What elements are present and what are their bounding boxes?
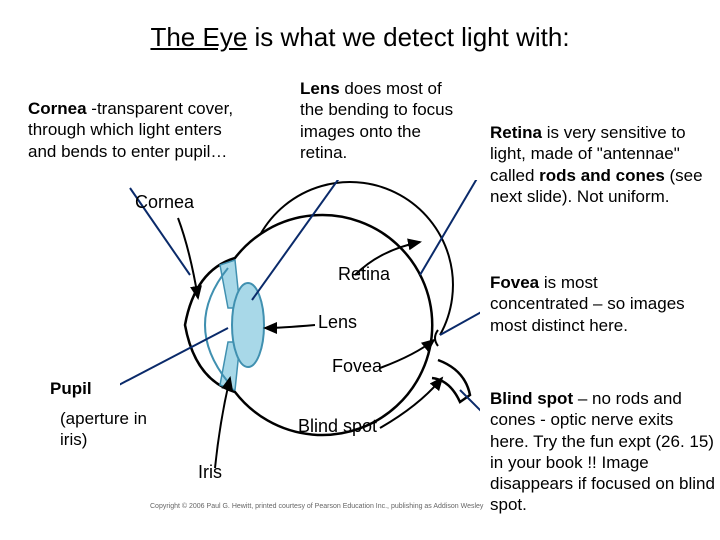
eye-svg xyxy=(120,180,480,500)
lens-annotation: Lens does most of the bending to focus i… xyxy=(300,78,470,163)
label-fovea: Fovea xyxy=(332,356,382,377)
fovea-dent xyxy=(435,330,438,346)
retina-annotation: Retina is very sensitive to light, made … xyxy=(490,122,710,207)
label-retina: Retina xyxy=(338,264,390,285)
lens-shape xyxy=(232,283,264,367)
copyright-credit: Copyright © 2006 Paul G. Hewitt, printed… xyxy=(150,503,483,510)
lens-bold: Lens xyxy=(300,79,340,98)
cornea-bold: Cornea xyxy=(28,99,87,118)
retina-bold2: rods and cones xyxy=(539,166,665,185)
lens-arrow xyxy=(265,325,315,328)
label-lens: Lens xyxy=(318,312,357,333)
pupil-title: Pupil xyxy=(50,378,92,399)
fovea-annotation: Fovea is most concentrated – so images m… xyxy=(490,272,700,336)
retina-bold1: Retina xyxy=(490,123,542,142)
label-iris: Iris xyxy=(198,462,222,483)
label-blind: Blind spot xyxy=(298,416,377,437)
cornea-arrow xyxy=(178,218,198,298)
eye-diagram: Cornea Retina Lens Fovea Blind spot Iris xyxy=(120,180,480,500)
blind-arrow xyxy=(380,378,442,428)
page-title: The Eye is what we detect light with: xyxy=(0,22,720,53)
title-rest: is what we detect light with: xyxy=(247,22,569,52)
lens-pointer xyxy=(252,180,345,300)
cornea-annotation: Cornea -transparent cover, through which… xyxy=(28,98,238,162)
label-cornea: Cornea xyxy=(135,192,194,213)
blind-bold: Blind spot xyxy=(490,389,573,408)
blind-annotation: Blind spot – no rods and cones - optic n… xyxy=(490,388,715,516)
title-main: The Eye xyxy=(150,22,247,52)
fovea-bold: Fovea xyxy=(490,273,539,292)
iris-arrow xyxy=(215,378,230,468)
pupil-pointer xyxy=(120,328,228,400)
